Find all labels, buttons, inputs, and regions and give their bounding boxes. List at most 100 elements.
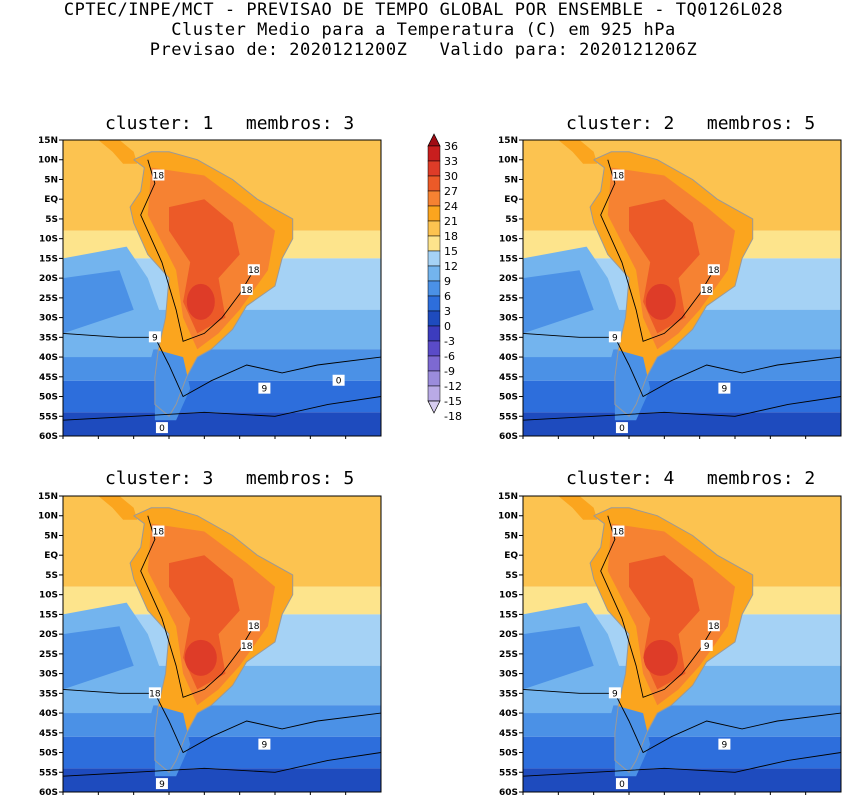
header-line-2: Cluster Medio para a Temperatura (C) em … xyxy=(171,20,676,40)
patagonia-cool xyxy=(154,705,191,777)
header-line-3: Previsao de: 2020121200Z Valido para: 20… xyxy=(149,40,698,60)
lat-label: 40S xyxy=(499,709,518,719)
contour-0 xyxy=(63,752,381,777)
contour-label: 0 xyxy=(619,780,625,790)
contour-label-bg xyxy=(332,374,345,386)
colorbar-label: -15 xyxy=(444,395,462,408)
lat-label: 20S xyxy=(39,630,58,640)
lat-label: 30S xyxy=(499,314,518,324)
contour-label-bg xyxy=(155,422,168,434)
colorbar-label: 9 xyxy=(444,275,451,288)
contour-18 xyxy=(140,159,255,342)
patagonia-cool xyxy=(614,705,651,777)
contour-label: 9 xyxy=(704,642,710,652)
cool-area-pacific xyxy=(63,626,134,690)
colorbar-swatch xyxy=(427,265,441,282)
contour-label: 18 xyxy=(149,689,161,699)
lat-label: 55S xyxy=(39,412,58,422)
lat-label: 5S xyxy=(45,215,58,225)
lat-label: 35S xyxy=(499,333,518,343)
contour-18 xyxy=(140,515,255,698)
map-frame xyxy=(62,495,382,793)
lat-label: 40S xyxy=(39,709,58,719)
cool-area-pacific xyxy=(523,626,594,690)
contour-label: 18 xyxy=(241,286,253,296)
contour-label-bg xyxy=(707,264,720,276)
map-panel-4: 18 18 9 9 9 0 15N 10N 5N EQ 5S 10S 15S 20S 25S 30S 35S 40… xyxy=(496,490,843,795)
colorbar-swatch xyxy=(427,235,441,252)
colorbar-swatch xyxy=(427,205,441,222)
colorbar-label: 33 xyxy=(444,155,458,168)
contour-18 xyxy=(600,515,715,698)
cool-area-pacific xyxy=(523,270,594,334)
central-america xyxy=(98,140,138,164)
colorbar-label: 3 xyxy=(444,305,451,318)
colorbar-label: -9 xyxy=(444,365,455,378)
map-svg: 18 18 18 9 9 0 0 15N 10N 5N EQ 5S 10S 15S 20S 25S 30S 35S… xyxy=(38,136,382,439)
colorbar-swatch xyxy=(427,145,441,162)
contour-label-bg xyxy=(258,738,271,750)
lat-label: 25S xyxy=(499,294,518,304)
contour-label: 18 xyxy=(701,286,713,296)
lat-label: 15N xyxy=(498,492,518,502)
colorbar-swatch xyxy=(427,250,441,267)
colorbar-swatch xyxy=(427,295,441,312)
contour-label-bg xyxy=(612,169,625,181)
lat-label: 50S xyxy=(39,393,58,403)
colorbar-label: 6 xyxy=(444,290,451,303)
lat-label: 35S xyxy=(499,689,518,699)
colorbar-label: -18 xyxy=(444,410,462,423)
lat-label: EQ xyxy=(504,195,518,205)
contour-label: 18 xyxy=(241,642,253,652)
map-panel-2: 18 18 18 9 9 0 15N 10N 5N EQ 5S 10S 15S 20S 25S 30S 35S 4… xyxy=(496,134,843,439)
contour-9 xyxy=(63,688,381,754)
contour-label-bg xyxy=(718,738,731,750)
colorbar-label: -6 xyxy=(444,350,455,363)
colorbar-swatch xyxy=(427,355,441,372)
lat-label: 15N xyxy=(38,492,58,502)
temp-band-0 xyxy=(523,412,841,436)
lat-label: 15S xyxy=(499,610,518,620)
hot-spot xyxy=(643,639,678,676)
coastline xyxy=(129,507,294,774)
colorbar-swatch xyxy=(427,160,441,177)
contour-label-bg xyxy=(152,169,165,181)
map-svg: 18 18 18 18 9 9 15N 10N 5N EQ 5S 10S 15S 20S 25S 30S 35S… xyxy=(38,492,382,795)
contour-label-bg xyxy=(152,525,165,537)
lat-label: 60S xyxy=(499,432,518,439)
lat-label: 5N xyxy=(44,175,58,185)
central-america xyxy=(98,496,138,520)
lat-label: 15S xyxy=(499,254,518,264)
lat-label: 10S xyxy=(39,235,58,245)
temp-band-0 xyxy=(63,768,381,792)
colorbar-label: 24 xyxy=(444,200,458,213)
contour-label: 9 xyxy=(722,741,728,751)
map-frame xyxy=(522,139,842,437)
contour-9 xyxy=(523,688,841,754)
contour-label-bg xyxy=(148,331,161,343)
contour-label-bg xyxy=(700,639,713,651)
contour-label: 9 xyxy=(159,780,165,790)
contour-label-bg xyxy=(700,283,713,295)
contour-label-bg xyxy=(718,382,731,394)
colorbar-swatch xyxy=(427,370,441,387)
contour-label-bg xyxy=(615,778,628,790)
coastline xyxy=(129,151,294,418)
contour-label: 9 xyxy=(722,385,728,395)
map-svg: 18 18 9 9 9 0 15N 10N 5N EQ 5S 10S 15S 20S 25S 30S 35S 40… xyxy=(498,492,842,795)
colorbar-swatch xyxy=(427,280,441,297)
lat-label: 20S xyxy=(499,274,518,284)
contour-label-bg xyxy=(247,264,260,276)
contour-label-bg xyxy=(240,283,253,295)
hot-spot xyxy=(184,639,217,676)
lat-label: EQ xyxy=(504,551,518,561)
contour-0 xyxy=(523,752,841,777)
panel-1-title: cluster: 1 membros: 3 xyxy=(105,113,355,134)
colorbar-label: 12 xyxy=(444,260,458,273)
colorbar-label: -3 xyxy=(444,335,455,348)
contour-label: 9 xyxy=(612,689,618,699)
lat-label: 60S xyxy=(499,788,518,795)
contour-label: 18 xyxy=(248,266,260,276)
contour-label: 18 xyxy=(153,528,165,538)
patagonia-cool xyxy=(154,349,191,421)
